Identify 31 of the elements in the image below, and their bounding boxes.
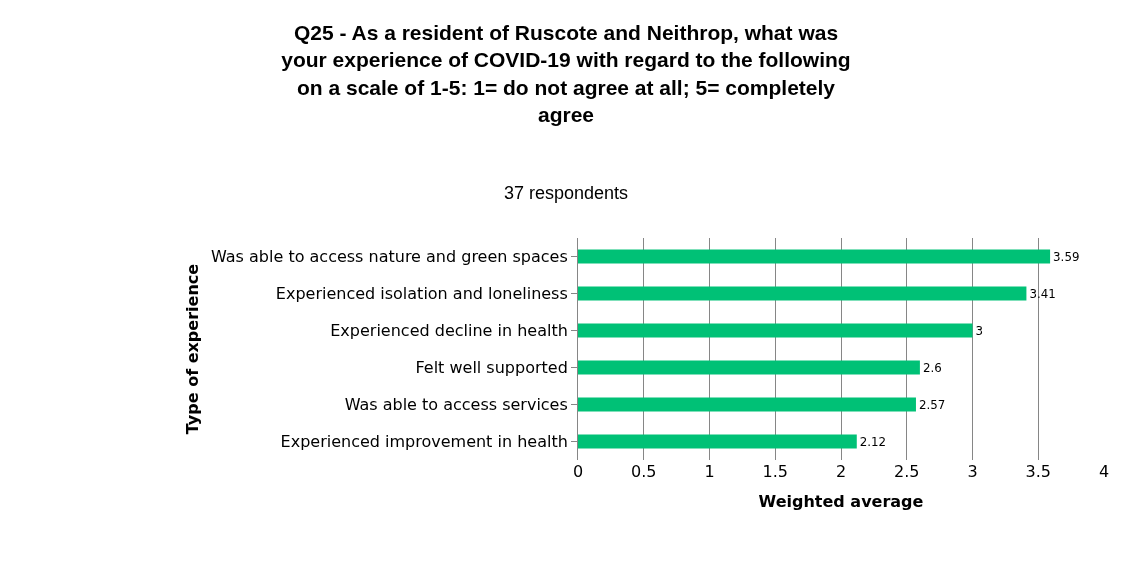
data-label: 3.59 bbox=[1053, 249, 1080, 264]
y-tick-label: Experienced decline in health bbox=[330, 321, 568, 341]
data-label: 2.12 bbox=[859, 434, 887, 449]
x-tick-label: 0.5 bbox=[631, 462, 657, 481]
y-tick-label: Was able to access nature and green spaces bbox=[211, 247, 568, 267]
chart-title: Q25 - As a resident of Ruscote and Neithrop, what was your experience of COVID-19 with regard to the following on a scale of 1-5: 1= do not agree at all; 5= completely agree bbox=[281, 21, 851, 126]
x-tick-label: 0 bbox=[572, 462, 584, 481]
x-tick-label: 2 bbox=[835, 462, 847, 481]
x-tick-label: 4 bbox=[1098, 462, 1110, 481]
bar bbox=[578, 360, 920, 375]
x-tick-label: 1 bbox=[704, 462, 715, 481]
y-tick-label: Experienced improvement in health bbox=[280, 432, 568, 452]
x-tick-label: 2.5 bbox=[894, 462, 920, 481]
chart-subtitle: 37 respondents bbox=[504, 183, 629, 203]
x-tick-label: 1.5 bbox=[762, 462, 788, 481]
x-axis-title: Weighted average bbox=[758, 491, 924, 511]
data-label: 2.57 bbox=[918, 397, 946, 412]
bar bbox=[578, 397, 916, 412]
bar bbox=[578, 249, 1051, 264]
data-label: 2.6 bbox=[922, 360, 942, 375]
y-tick-label: Felt well supported bbox=[415, 358, 568, 378]
bar bbox=[578, 434, 857, 449]
x-tick-label: 3.5 bbox=[1025, 462, 1051, 481]
data-label: 3.41 bbox=[1029, 286, 1056, 301]
bar bbox=[578, 286, 1027, 301]
y-tick-label: Was able to access services bbox=[344, 395, 568, 415]
y-tick-label: Experienced isolation and loneliness bbox=[275, 284, 568, 304]
bar bbox=[578, 323, 973, 338]
data-label: 3 bbox=[975, 323, 984, 338]
x-tick-label: 3 bbox=[967, 462, 978, 481]
y-axis-title: Type of experience bbox=[182, 263, 202, 435]
